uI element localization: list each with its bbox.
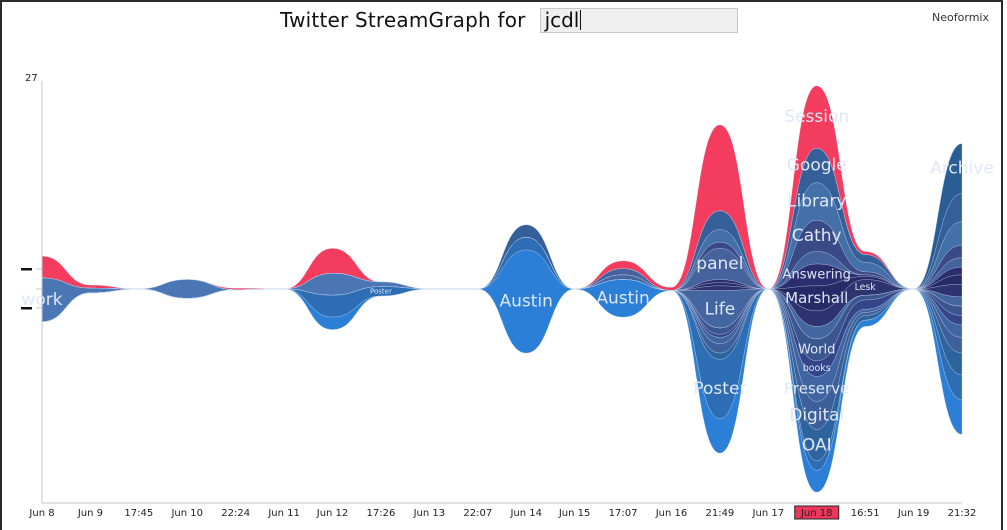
stream-label-world: World [798, 342, 836, 357]
x-tick-label[interactable]: Jun 17 [752, 508, 785, 519]
x-tick-label[interactable]: Jun 9 [77, 508, 103, 519]
x-tick-label[interactable]: 21:32 [948, 508, 977, 519]
x-tick-label[interactable]: 22:24 [221, 508, 250, 519]
y-max-label: 27 [25, 73, 38, 84]
title-row: Twitter StreamGraph for jcdl [280, 6, 738, 34]
stream-label-poster: Poster [370, 287, 392, 295]
x-tick-label[interactable]: Jun 14 [509, 508, 542, 519]
x-tick-label[interactable]: Jun 19 [897, 508, 930, 519]
brand-label: Neoformix [932, 11, 989, 24]
x-tick-label[interactable]: 17:45 [124, 508, 153, 519]
stream-label-austin: Austin [596, 288, 649, 308]
text-caret [580, 10, 582, 30]
stream-label-lesk: Lesk [855, 282, 877, 293]
stream-label-archive: Archive [930, 159, 994, 179]
x-tick-label[interactable]: Jun 8 [28, 508, 54, 519]
stream-label-preserve: Preserve [784, 380, 849, 398]
x-tick-label[interactable]: Jun 16 [655, 508, 688, 519]
stream-label-library: Library [787, 191, 846, 211]
x-tick-highlight[interactable] [794, 505, 840, 520]
y-marker-upper[interactable] [21, 268, 32, 271]
x-axis-ticks: Jun 8 Jun 9 17:45 Jun 10 22:24 Jun 11 Jun 12 17… [28, 505, 977, 520]
x-tick-label[interactable]: Jun 15 [558, 508, 591, 519]
stream-label-answering: Answering [782, 267, 850, 282]
x-tick-label[interactable]: Jun 18 [800, 508, 833, 519]
stream-label-google: Google [787, 156, 847, 176]
search-input[interactable]: jcdl [539, 7, 738, 33]
stream-label-cathy: Cathy [792, 226, 842, 246]
stream-label-life: Life [705, 299, 736, 319]
stream-label-panel: panel [696, 254, 743, 274]
x-tick-label[interactable]: Jun 11 [267, 508, 300, 519]
x-tick-label[interactable]: Jun 13 [413, 508, 446, 519]
stream-label-poster: Poster [693, 379, 746, 399]
stream-label-austin: Austin [499, 292, 552, 312]
stream-austin[interactable] [41, 249, 963, 493]
x-tick-label[interactable]: 16:51 [851, 508, 880, 519]
stream-label-oai: OAI [802, 435, 832, 455]
x-tick-label[interactable]: 17:07 [609, 508, 638, 519]
x-tick-label[interactable]: 22:07 [463, 508, 492, 519]
x-tick-label[interactable]: 21:49 [705, 508, 734, 519]
x-tick-label[interactable]: Jun 12 [316, 508, 349, 519]
stream-label-books: books [803, 363, 831, 374]
x-tick-label[interactable]: 17:26 [367, 508, 396, 519]
stream-label-digital: Digital [789, 405, 844, 425]
x-tick-label[interactable]: Jun 10 [170, 508, 203, 519]
stream-label-marshall: Marshall [785, 289, 848, 307]
page-title: Twitter StreamGraph for [280, 8, 526, 32]
search-value: jcdl [544, 7, 580, 32]
y-marker-lower[interactable] [21, 307, 32, 310]
stream-label-session: Session [784, 107, 849, 127]
stream-layers [41, 85, 963, 493]
